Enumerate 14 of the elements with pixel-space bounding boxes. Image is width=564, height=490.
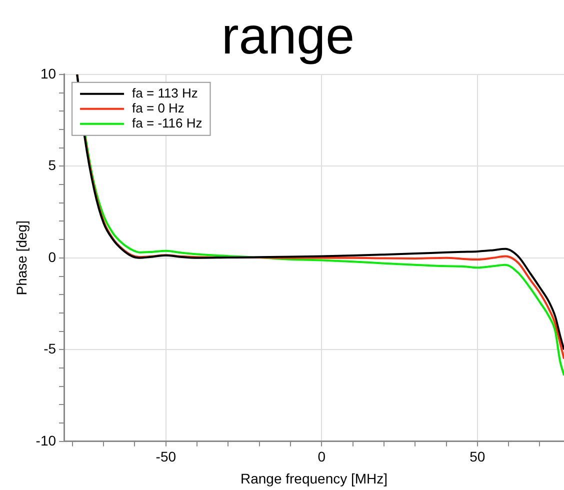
x-tick-label: 50 [470, 448, 486, 465]
x-axis-title: Range frequency [MHz] [240, 470, 388, 486]
y-tick-label: -5 [44, 340, 56, 357]
chart-title: range [222, 8, 354, 66]
legend-label: fa = -116 Hz [132, 115, 202, 130]
y-axis-title: Phase [deg] [13, 220, 30, 296]
x-tick-label: 0 [318, 448, 326, 465]
legend-label: fa = 0 Hz [132, 100, 184, 116]
legend-label: fa = 113 Hz [132, 85, 198, 100]
x-tick-label: -50 [156, 448, 176, 465]
y-tick-label: 5 [48, 157, 56, 174]
y-tick-label: -10 [36, 432, 56, 448]
y-tick-label: 0 [48, 248, 56, 265]
y-tick-label: 10 [40, 65, 56, 82]
